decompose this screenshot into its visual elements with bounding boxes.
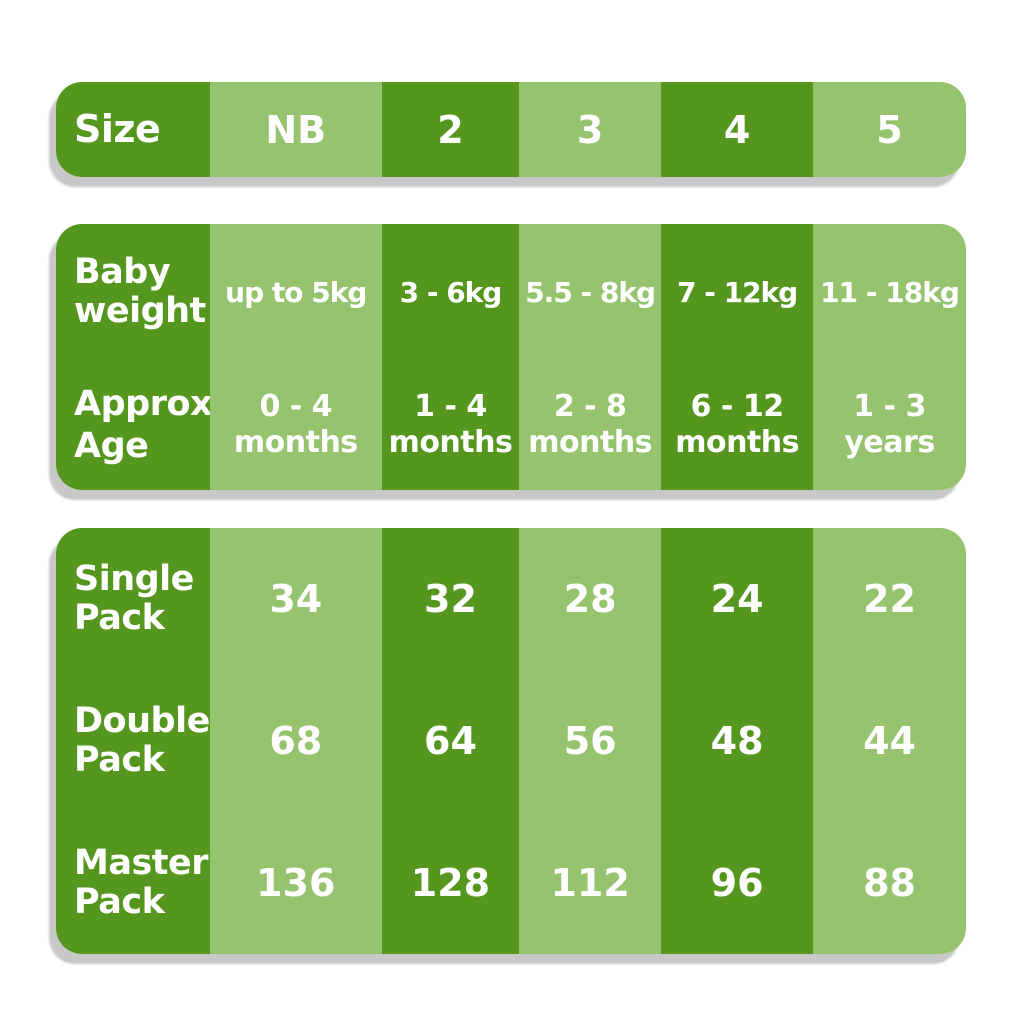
double-pack-value: 44: [863, 719, 916, 763]
column-nb: 34 68 136: [209, 528, 382, 954]
column-2: 32 64 128: [381, 528, 520, 954]
weight-value: 3 - 6kg: [399, 275, 503, 309]
column-5: 11 - 18kg 1 - 3 years: [813, 224, 966, 490]
age-value: 0 - 4 months: [233, 389, 358, 461]
double-pack-value: 48: [710, 719, 764, 763]
master-pack-value: 136: [256, 861, 336, 905]
size-panel: Size NB 2 3 4 5: [56, 82, 966, 177]
single-pack-value: 34: [269, 577, 323, 621]
column-2: 2: [381, 82, 520, 177]
size-label: Size: [74, 107, 161, 152]
column-2: 3 - 6kg 1 - 4 months: [381, 224, 520, 490]
weight-age-label-column: Baby weight Approx Age: [56, 224, 213, 490]
column-4: 7 - 12kg 6 - 12 months: [661, 224, 814, 490]
weight-value: 7 - 12kg: [676, 275, 798, 309]
double-pack-label: Double Pack: [74, 700, 210, 780]
size-label-column: Size: [56, 82, 210, 177]
age-value: 2 - 8 months: [528, 389, 653, 461]
single-pack-value: 24: [710, 577, 764, 621]
weight-value: 5.5 - 8kg: [525, 275, 656, 309]
weight-age-panel: Baby weight Approx Age up to 5kg 0 - 4 m…: [56, 224, 966, 490]
column-4: 4: [661, 82, 814, 177]
master-pack-value: 128: [410, 861, 491, 905]
column-4: 24 48 96: [661, 528, 814, 954]
master-pack-value: 112: [550, 861, 630, 905]
size-value: NB: [265, 107, 327, 152]
pack-label-column: Single Pack Double Pack Master Pack: [56, 528, 210, 954]
column-nb: up to 5kg 0 - 4 months: [209, 224, 382, 490]
age-value: 6 - 12 months: [675, 389, 799, 461]
size-value: 4: [723, 107, 751, 152]
column-3: 5.5 - 8kg 2 - 8 months: [519, 224, 662, 490]
size-chart: Size NB 2 3 4 5 Baby weight Approx Age u…: [56, 82, 966, 954]
size-value: 3: [576, 107, 604, 152]
double-pack-value: 64: [424, 719, 477, 763]
age-value: 1 - 3 years: [844, 389, 935, 461]
weight-value: up to 5kg: [225, 275, 367, 309]
approx-age-label: Approx Age: [74, 384, 213, 467]
single-pack-value: 32: [424, 577, 477, 621]
column-3: 3: [519, 82, 662, 177]
baby-weight-label: Baby weight: [74, 251, 206, 332]
age-value: 1 - 4 months: [388, 389, 513, 461]
size-value: 2: [437, 107, 464, 152]
column-5: 22 44 88: [813, 528, 966, 954]
pack-count-panel: Single Pack Double Pack Master Pack 34 6…: [56, 528, 966, 954]
weight-value: 11 - 18kg: [820, 275, 960, 309]
single-pack-value: 28: [563, 577, 617, 621]
column-5: 5: [813, 82, 966, 177]
double-pack-value: 56: [563, 719, 617, 763]
size-value: 5: [876, 107, 903, 152]
column-nb: NB: [209, 82, 382, 177]
master-pack-label: Master Pack: [74, 842, 209, 922]
double-pack-value: 68: [269, 719, 323, 763]
column-3: 28 56 112: [519, 528, 662, 954]
single-pack-value: 22: [863, 577, 916, 621]
single-pack-label: Single Pack: [74, 558, 194, 638]
master-pack-value: 96: [710, 861, 764, 905]
master-pack-value: 88: [863, 861, 916, 905]
